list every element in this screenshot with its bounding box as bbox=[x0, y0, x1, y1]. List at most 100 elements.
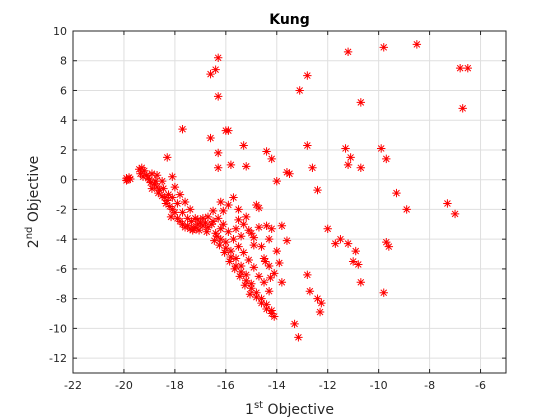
data-point bbox=[275, 258, 284, 268]
data-point bbox=[234, 242, 243, 251]
data-point bbox=[259, 254, 269, 263]
x-tick-label: -20 bbox=[115, 379, 133, 392]
data-point bbox=[138, 172, 148, 181]
data-point bbox=[313, 185, 322, 195]
data-point bbox=[170, 182, 180, 192]
data-point bbox=[178, 124, 187, 134]
data-point bbox=[257, 298, 266, 308]
plot-background bbox=[73, 31, 506, 373]
data-point bbox=[155, 185, 164, 195]
data-point bbox=[147, 169, 157, 178]
data-point bbox=[166, 212, 176, 222]
data-point bbox=[277, 221, 287, 230]
y-tick-label: 10 bbox=[53, 25, 67, 38]
y-tick-label: 6 bbox=[60, 84, 67, 97]
y-tick-label: 4 bbox=[60, 114, 67, 127]
axis-ticks: -22 -20 -18 -16 -14 -12 -10 -8 -6-12-10-8-6-4-20… bbox=[49, 25, 506, 392]
data-point bbox=[249, 233, 259, 242]
data-point bbox=[267, 154, 276, 164]
data-point bbox=[376, 144, 386, 153]
data-point bbox=[226, 246, 236, 256]
y-axis-title-text: Objective bbox=[26, 156, 42, 227]
data-point bbox=[443, 199, 452, 208]
data-point bbox=[216, 197, 225, 207]
data-point bbox=[224, 227, 233, 236]
data-point bbox=[261, 257, 270, 266]
data-point bbox=[303, 270, 312, 280]
y-axis-title: 2nd Objective bbox=[24, 156, 42, 248]
data-point bbox=[168, 172, 177, 181]
data-point bbox=[317, 298, 326, 308]
data-point bbox=[303, 71, 312, 80]
data-point bbox=[236, 267, 246, 277]
data-point bbox=[178, 208, 187, 217]
y-tick-label: -4 bbox=[56, 233, 67, 246]
x-axis-title: 1st Objective bbox=[245, 400, 334, 418]
x-tick-label: -10 bbox=[370, 379, 388, 392]
y-tick-label: 8 bbox=[60, 55, 67, 68]
data-point bbox=[151, 176, 160, 186]
data-point bbox=[450, 209, 460, 219]
data-point bbox=[213, 53, 223, 62]
data-point bbox=[354, 260, 363, 269]
data-point bbox=[266, 273, 275, 283]
data-point bbox=[206, 133, 215, 143]
data-point bbox=[348, 257, 358, 266]
data-point bbox=[140, 166, 149, 175]
data-point bbox=[242, 212, 251, 222]
data-point bbox=[267, 309, 276, 318]
data-point bbox=[249, 263, 259, 272]
data-point bbox=[210, 236, 219, 245]
data-point bbox=[379, 288, 388, 297]
data-point bbox=[412, 40, 422, 49]
data-point bbox=[211, 65, 220, 74]
data-point bbox=[157, 191, 167, 201]
data-point bbox=[455, 63, 465, 73]
data-point bbox=[229, 193, 238, 202]
x-axis-title-text: Objective bbox=[263, 402, 334, 418]
data-point bbox=[224, 200, 233, 210]
data-point bbox=[135, 165, 144, 174]
data-point bbox=[231, 254, 241, 263]
data-point bbox=[277, 278, 287, 287]
data-point bbox=[173, 199, 182, 208]
data-point bbox=[295, 86, 304, 95]
data-point bbox=[264, 287, 274, 296]
data-point bbox=[356, 278, 366, 287]
data-point bbox=[240, 281, 250, 290]
data-point bbox=[262, 304, 271, 314]
data-point bbox=[336, 234, 345, 244]
data-point bbox=[382, 154, 391, 164]
y-tick-label: -8 bbox=[56, 293, 67, 306]
data-point bbox=[231, 261, 241, 271]
y-tick-label: 2 bbox=[60, 144, 67, 157]
y-tick-label: 0 bbox=[60, 174, 67, 187]
data-point bbox=[211, 229, 220, 238]
data-point bbox=[259, 278, 269, 287]
data-point bbox=[226, 160, 236, 170]
data-point bbox=[159, 184, 168, 193]
data-point bbox=[219, 206, 228, 216]
data-point bbox=[254, 223, 264, 232]
data-point bbox=[187, 217, 196, 226]
data-point bbox=[331, 239, 340, 248]
x-tick-label: -18 bbox=[166, 379, 184, 392]
data-point bbox=[185, 205, 195, 214]
data-point bbox=[163, 153, 172, 162]
data-point bbox=[341, 144, 350, 153]
data-point bbox=[191, 214, 200, 223]
data-point bbox=[308, 163, 317, 172]
data-point bbox=[189, 224, 199, 233]
data-point bbox=[203, 212, 213, 222]
data-point bbox=[249, 240, 259, 250]
y-axis-title-superscript: nd bbox=[24, 227, 35, 240]
data-point bbox=[234, 215, 243, 225]
data-point bbox=[244, 255, 253, 265]
data-point bbox=[247, 279, 256, 288]
data-point bbox=[213, 148, 223, 158]
data-point bbox=[142, 171, 152, 180]
data-points bbox=[122, 40, 472, 342]
data-point bbox=[290, 319, 299, 329]
data-point bbox=[285, 169, 294, 178]
